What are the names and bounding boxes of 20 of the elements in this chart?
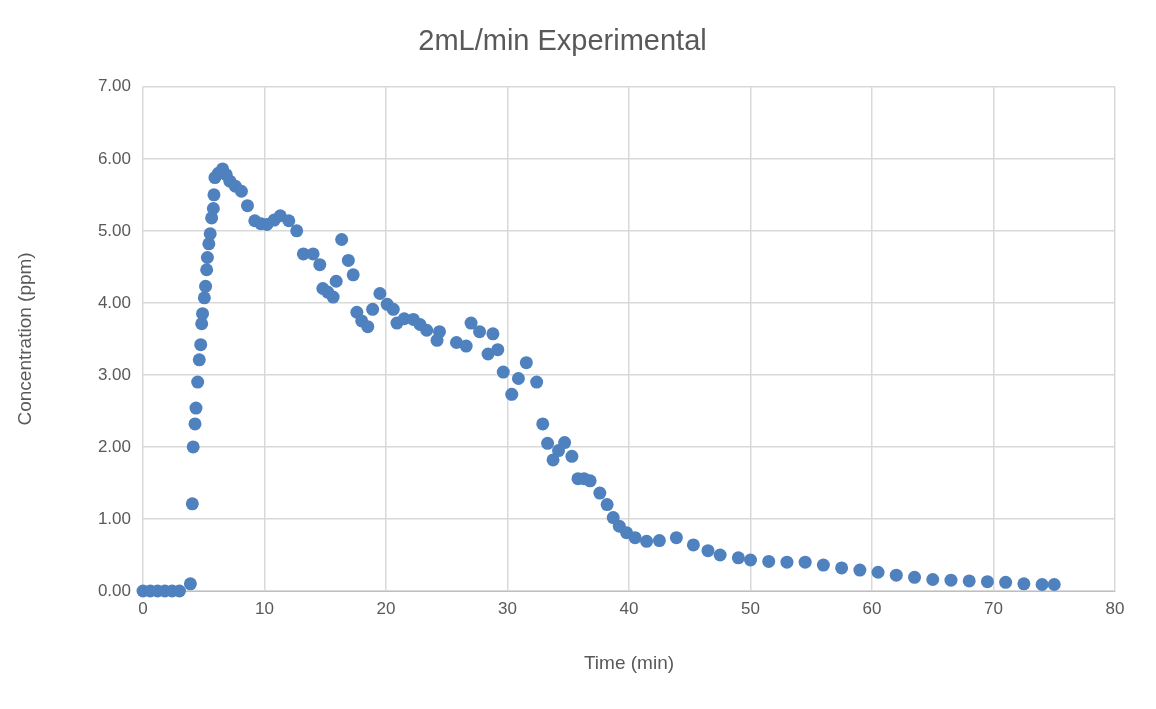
y-tick-label: 0.00 <box>97 580 131 600</box>
y-tick-label: 7.00 <box>97 76 131 96</box>
y-tick-label: 1.00 <box>97 508 131 528</box>
y-tick-label: 5.00 <box>97 220 131 240</box>
x-tick-label: 80 <box>1105 598 1125 618</box>
chart-title: 2mL/min Experimental <box>418 24 707 57</box>
x-tick-label: 10 <box>255 598 274 618</box>
x-tick-label: 60 <box>862 598 882 618</box>
x-tick-label: 30 <box>498 598 517 618</box>
x-tick-label: 70 <box>984 598 1003 618</box>
x-tick-label: 40 <box>619 598 639 618</box>
y-tick-label: 2.00 <box>97 436 131 456</box>
x-axis-title: Time (min) <box>583 651 675 673</box>
x-tick-label: 0 <box>138 598 148 618</box>
y-tick-label: 4.00 <box>97 292 131 312</box>
y-tick-label: 6.00 <box>97 148 131 168</box>
y-axis-title: Concentration (ppm) <box>13 252 35 426</box>
y-tick-label: 3.00 <box>97 364 131 384</box>
x-tick-label: 20 <box>376 598 396 618</box>
x-tick-label: 50 <box>741 598 760 618</box>
